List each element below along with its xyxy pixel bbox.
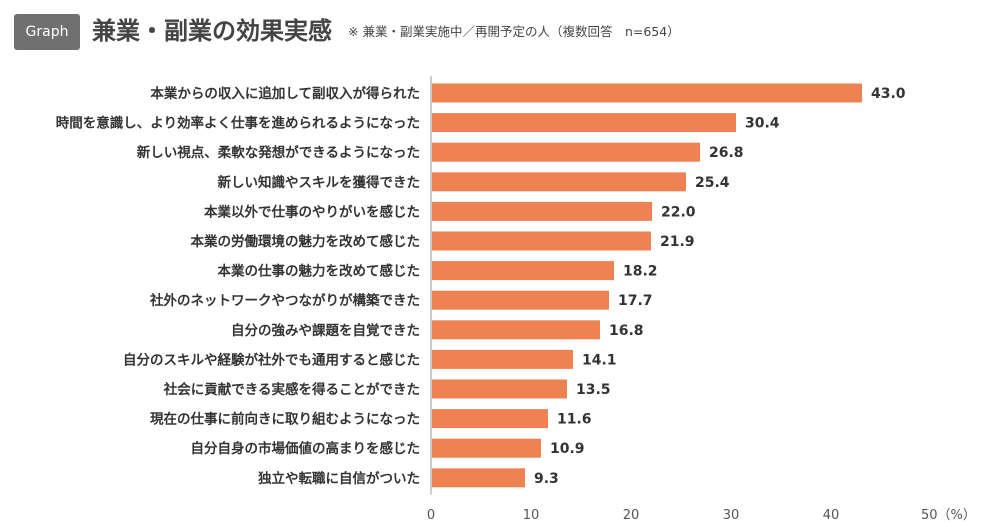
bar bbox=[432, 83, 862, 103]
category-label: 本業の仕事の魅力を改めて感じた bbox=[218, 263, 421, 280]
value-label: 16.8 bbox=[609, 323, 644, 339]
value-label: 17.7 bbox=[618, 293, 653, 309]
x-tick-label: 30 bbox=[723, 508, 740, 523]
x-tick-label: 50（%） bbox=[921, 508, 976, 523]
category-label: 本業からの収入に追加して副収入が得られた bbox=[150, 85, 420, 102]
category-label: 本業以外で仕事のやりがいを感じた bbox=[204, 203, 420, 220]
category-label: 時間を意識し、より効率よく仕事を進められるようになった bbox=[56, 115, 420, 132]
bar bbox=[432, 261, 614, 281]
category-label: 本業の労働環境の魅力を改めて感じた bbox=[191, 233, 421, 250]
category-label: 社会に貢献できる実感を得ることができた bbox=[163, 381, 420, 398]
category-label: 自分自身の市場価値の高まりを感じた bbox=[191, 440, 421, 457]
value-label: 22.0 bbox=[661, 204, 696, 220]
value-label: 21.9 bbox=[660, 234, 695, 250]
graph-badge: Graph bbox=[14, 14, 80, 50]
value-label: 10.9 bbox=[550, 441, 585, 457]
category-label: 現在の仕事に前向きに取り組むようになった bbox=[150, 411, 420, 428]
value-label: 25.4 bbox=[695, 175, 730, 191]
bar bbox=[432, 320, 600, 340]
chart-title: 兼業・副業の効果実感 bbox=[92, 17, 332, 45]
bar bbox=[432, 438, 541, 458]
value-label: 14.1 bbox=[582, 352, 617, 368]
bar bbox=[432, 349, 573, 369]
x-tick-label: 20 bbox=[623, 508, 640, 523]
value-label: 43.0 bbox=[871, 86, 906, 102]
chart-note: ※ 兼業・副業実施中／再開予定の人（複数回答 n=654） bbox=[348, 24, 680, 39]
bar bbox=[432, 201, 652, 221]
category-label: 自分の強みや課題を自覚できた bbox=[231, 322, 420, 339]
bar bbox=[432, 172, 686, 192]
bar bbox=[432, 113, 736, 133]
bar bbox=[432, 379, 567, 399]
x-tick-label: 10 bbox=[523, 508, 540, 523]
value-label: 26.8 bbox=[709, 145, 744, 161]
value-label: 30.4 bbox=[745, 116, 780, 132]
bar bbox=[432, 142, 700, 162]
category-label: 自分のスキルや経験が社外でも通用すると感じた bbox=[123, 351, 420, 368]
value-label: 9.3 bbox=[534, 471, 559, 487]
x-tick-label: 40 bbox=[823, 508, 840, 523]
category-label: 社外のネットワークやつながりが構築できた bbox=[149, 292, 420, 309]
bar bbox=[432, 231, 651, 251]
value-label: 18.2 bbox=[623, 264, 658, 280]
bar bbox=[432, 409, 548, 429]
bar bbox=[432, 468, 525, 488]
category-label: 新しい知識やスキルを獲得できた bbox=[218, 174, 421, 191]
category-label: 新しい視点、柔軟な発想ができるようになった bbox=[137, 144, 420, 161]
category-label: 独立や転職に自信がついた bbox=[258, 470, 420, 487]
value-label: 11.6 bbox=[557, 412, 592, 428]
x-tick-label: 0 bbox=[427, 508, 435, 523]
bar bbox=[432, 290, 609, 310]
value-label: 13.5 bbox=[576, 382, 611, 398]
